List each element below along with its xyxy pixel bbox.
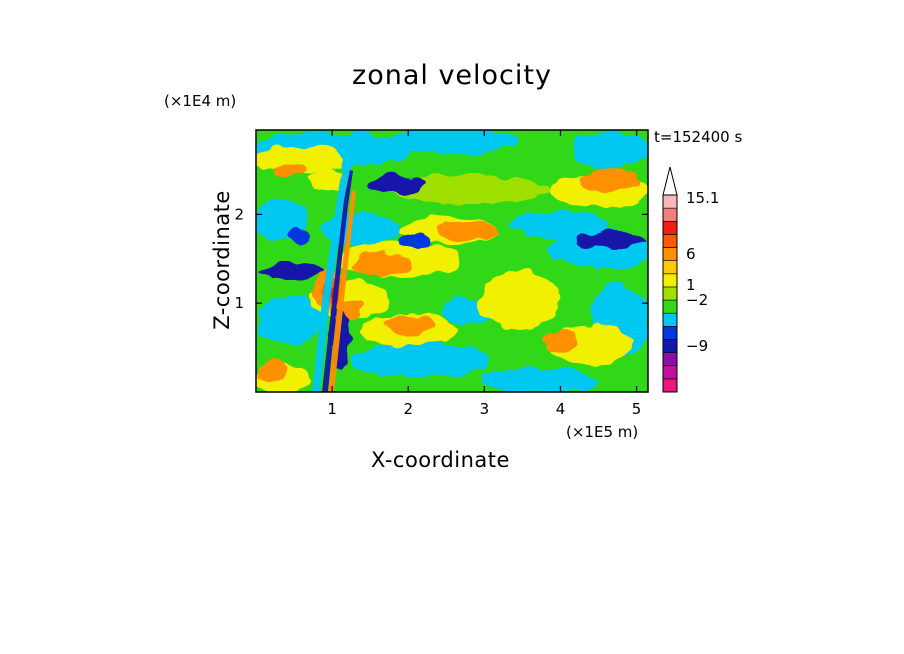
colorbar-label: −2	[686, 291, 708, 309]
colorbar-swatch	[662, 220, 678, 235]
colorbar-swatch	[662, 194, 678, 209]
plot-frame	[255, 129, 649, 393]
y-tick-label: 1	[234, 294, 244, 312]
colorbar-swatch	[662, 352, 678, 367]
colorbar-label: 1	[686, 276, 696, 294]
colorbar-swatch	[662, 365, 678, 380]
colorbar-extend-arrow	[662, 166, 678, 196]
colorbar-label: −9	[686, 337, 708, 355]
y-tick-label: 2	[234, 205, 244, 223]
colorbar-swatch	[662, 312, 678, 327]
colorbar	[662, 166, 678, 393]
colorbar-swatch	[662, 378, 678, 393]
y-ticks: 12	[234, 205, 648, 312]
colorbar-swatch	[662, 273, 678, 288]
colorbar-frame	[662, 194, 678, 393]
colorbar-label: 6	[686, 245, 696, 263]
x-tick-label: 2	[403, 400, 413, 418]
colorbar-swatch	[662, 286, 678, 301]
chart-title: zonal velocity	[352, 60, 552, 91]
x-tick-label: 1	[327, 400, 337, 418]
colorbar-swatch	[662, 299, 678, 314]
x-axis-unit: (×1E5 m)	[566, 423, 639, 441]
time-label: t=152400 s	[654, 128, 743, 146]
velocity-field	[256, 130, 648, 392]
colorbar-swatch	[662, 234, 678, 248]
x-tick-label: 5	[632, 400, 642, 418]
colorbar-swatch	[662, 207, 678, 222]
x-axis-label: X-coordinate	[371, 448, 510, 472]
colorbar-swatch	[662, 326, 678, 340]
colorbar-label: 15.1	[686, 189, 719, 207]
x-ticks: 1 2 3 4 5	[327, 130, 641, 418]
colorbar-swatch	[662, 260, 678, 275]
colorbar-swatch	[662, 339, 678, 353]
x-tick-label: 4	[556, 400, 566, 418]
x-tick-label: 3	[480, 400, 490, 418]
y-axis-unit: (×1E4 m)	[164, 92, 237, 110]
colorbar-swatch	[662, 247, 678, 261]
colorbar-labels: 15.1 6 1−2 −9	[686, 189, 719, 355]
